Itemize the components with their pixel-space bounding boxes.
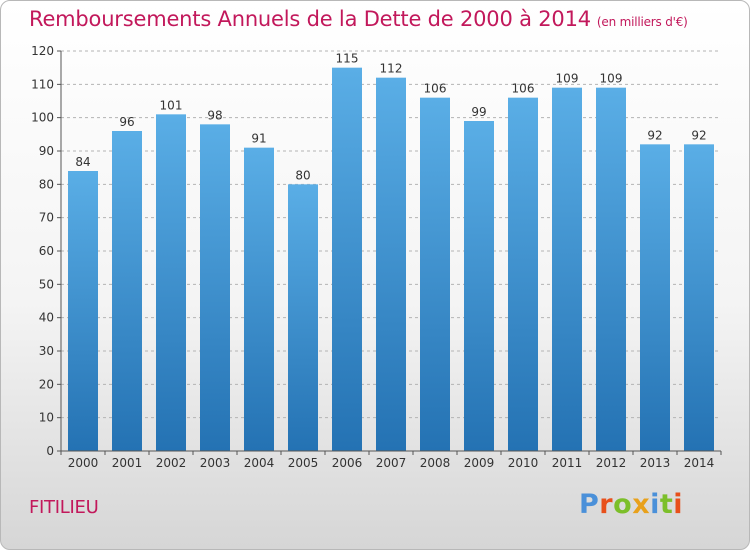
x-tick-label: 2005: [288, 456, 319, 470]
data-label: 106: [512, 82, 535, 96]
logo-letter: i: [673, 489, 684, 520]
data-label: 109: [600, 72, 623, 86]
logo-letter: i: [650, 489, 660, 520]
x-tick-label: 2012: [596, 456, 627, 470]
x-tick-label: 2013: [640, 456, 671, 470]
data-label: 112: [380, 62, 403, 76]
bar: [464, 121, 494, 451]
town-name: FITILIEU: [29, 497, 99, 518]
y-tick-label: 20: [39, 377, 54, 391]
data-label: 91: [251, 132, 266, 146]
data-label: 109: [556, 72, 579, 86]
y-tick-label: 40: [39, 311, 54, 325]
data-label: 80: [295, 168, 310, 182]
bar: [420, 97, 450, 452]
data-label: 99: [471, 105, 486, 119]
x-tick-label: 2009: [464, 456, 495, 470]
bar: [288, 184, 318, 452]
bar: [156, 114, 186, 451]
y-tick-label: 90: [39, 144, 54, 158]
logo-letter: P: [579, 489, 600, 520]
data-label: 98: [207, 108, 222, 122]
bar: [376, 77, 406, 452]
y-tick-label: 10: [39, 411, 54, 425]
y-tick-label: 0: [46, 444, 54, 458]
logo-letter: r: [599, 489, 614, 520]
x-tick-label: 2007: [376, 456, 407, 470]
bar: [244, 147, 274, 451]
bar: [596, 87, 626, 452]
y-tick-label: 30: [39, 344, 54, 358]
bar: [552, 87, 582, 452]
y-tick-label: 70: [39, 211, 54, 225]
x-tick-label: 2014: [684, 456, 715, 470]
chart-subtitle: (en milliers d'€): [596, 15, 688, 29]
logo-letter: t: [659, 489, 674, 520]
title-text: Remboursements Annuels de la Dette de 20…: [29, 7, 591, 31]
data-labels: 84 96 101 98 91 80 115 112 106 99 106 109 109 92 92: [75, 52, 706, 183]
chart-title: Remboursements Annuels de la Dette de 20…: [29, 7, 688, 31]
data-label: 106: [424, 82, 447, 96]
axes: 0 10 20 30 40 50 60 70 80 90 100 110 120 2000 2001 2002…: [31, 44, 722, 470]
bar: [640, 144, 670, 452]
y-tick-label: 80: [39, 177, 54, 191]
bar: [200, 124, 230, 451]
y-tick-label: 60: [39, 244, 54, 258]
y-tick-label: 110: [31, 77, 54, 91]
data-label: 96: [119, 115, 134, 129]
data-label: 115: [336, 52, 359, 66]
data-label: 92: [647, 128, 662, 142]
x-tick-label: 2010: [508, 456, 539, 470]
bar: [508, 97, 538, 452]
x-tick-label: 2008: [420, 456, 451, 470]
x-tick-label: 2006: [332, 456, 363, 470]
y-tick-label: 100: [31, 111, 54, 125]
bar: [112, 131, 142, 451]
x-tick-label: 2011: [552, 456, 583, 470]
x-tick-label: 2003: [200, 456, 231, 470]
data-label: 101: [160, 98, 183, 112]
y-tick-label: 50: [39, 277, 54, 291]
data-label: 84: [75, 155, 90, 169]
data-label: 92: [691, 128, 706, 142]
bar: [68, 171, 98, 451]
logo-letter: o: [613, 489, 633, 520]
proxiti-logo[interactable]: Proxiti: [579, 489, 683, 520]
x-tick-label: 2004: [244, 456, 275, 470]
bars: [68, 67, 714, 452]
x-tick-label: 2000: [68, 456, 99, 470]
bar: [332, 67, 362, 452]
y-tick-label: 120: [31, 44, 54, 58]
logo-letter: x: [632, 489, 651, 520]
bar: [684, 144, 714, 452]
x-tick-label: 2001: [112, 456, 143, 470]
x-tick-label: 2002: [156, 456, 187, 470]
